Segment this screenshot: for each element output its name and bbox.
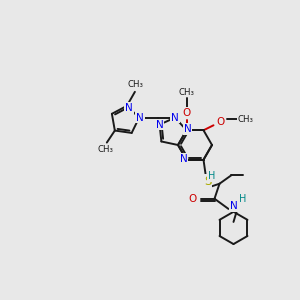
Text: N: N [125, 103, 133, 113]
Text: S: S [204, 175, 211, 188]
Text: N: N [184, 124, 191, 134]
Text: N: N [156, 120, 164, 130]
Text: O: O [182, 108, 190, 118]
Text: CH₃: CH₃ [238, 115, 254, 124]
Text: O: O [216, 117, 225, 127]
Text: N: N [136, 112, 144, 123]
Text: H: H [208, 171, 215, 181]
Text: CH₃: CH₃ [98, 145, 114, 154]
Text: N: N [180, 154, 188, 164]
Text: O: O [188, 194, 196, 204]
Text: H: H [239, 194, 246, 204]
Text: N: N [171, 112, 179, 123]
Text: CH₃: CH₃ [178, 88, 194, 97]
Text: CH₃: CH₃ [128, 80, 144, 89]
Text: N: N [230, 201, 237, 211]
